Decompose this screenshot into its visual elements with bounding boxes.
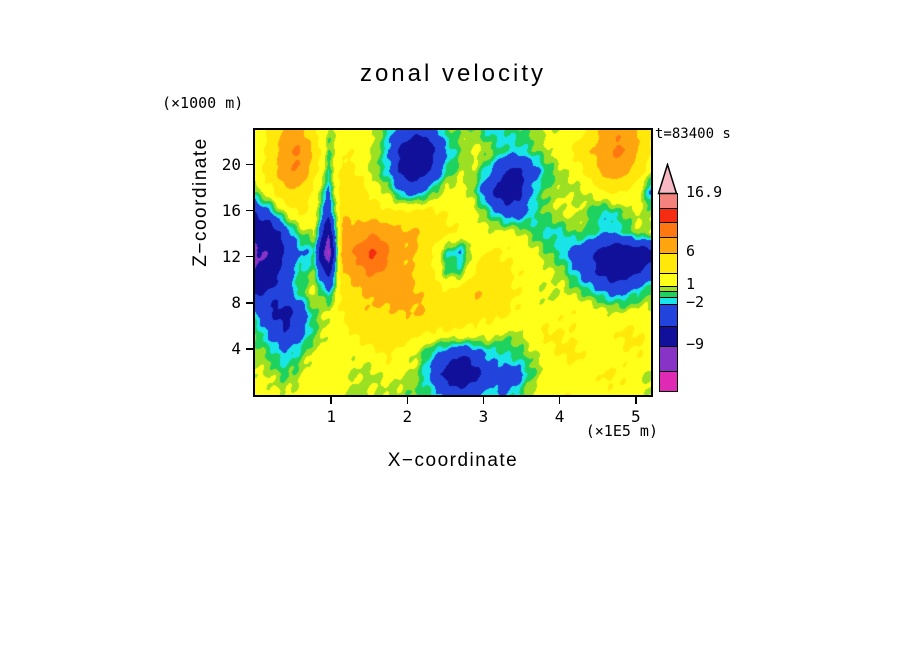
colorbar-segment <box>660 297 677 304</box>
y-tick-label: 8 <box>231 292 241 312</box>
colorbar-segment <box>660 272 677 286</box>
colorbar-label: −9 <box>686 335 705 354</box>
y-tick-mark <box>246 348 253 350</box>
y-axis-units-label: (×1000 m) <box>162 94 244 112</box>
y-tick-label: 20 <box>221 154 241 174</box>
colorbar <box>659 193 678 392</box>
colorbar-segment <box>660 285 677 292</box>
x-axis-title: X−coordinate <box>387 450 519 471</box>
x-tick-label: 1 <box>326 407 336 426</box>
colorbar-segment <box>660 237 677 254</box>
heatmap-canvas <box>255 130 651 395</box>
x-tick-mark <box>558 397 561 404</box>
colorbar-segment <box>660 371 677 391</box>
y-tick-mark <box>246 302 253 304</box>
colorbar-label: −2 <box>686 292 705 311</box>
x-tick-label: 4 <box>554 407 565 426</box>
y-tick-label: 4 <box>231 338 241 358</box>
x-tick-mark <box>406 397 409 404</box>
colorbar-segment <box>660 253 677 273</box>
x-tick-mark <box>330 397 332 404</box>
x-tick-mark <box>482 397 485 404</box>
plot-frame <box>253 128 653 397</box>
x-tick-mark <box>635 397 637 404</box>
x-axis-units-label: (×1E5 m) <box>585 422 658 440</box>
colorbar-segment <box>660 303 677 326</box>
y-tick-mark <box>246 209 253 212</box>
y-tick-label: 12 <box>221 246 241 266</box>
y-tick-mark <box>246 163 253 166</box>
colorbar-overflow-arrow-icon <box>657 163 678 195</box>
colorbar-label: 1 <box>686 274 696 293</box>
y-tick-mark <box>246 255 253 258</box>
colorbar-segment <box>660 207 677 222</box>
colorbar-segment <box>660 325 677 347</box>
colorbar-segment <box>660 291 677 298</box>
colorbar-segment <box>660 221 677 238</box>
time-annotation: t=83400 s <box>655 126 731 142</box>
x-tick-label: 3 <box>478 407 489 426</box>
colorbar-label: 16.9 <box>686 183 723 201</box>
x-tick-label: 5 <box>630 407 641 426</box>
x-tick-label: 2 <box>402 407 413 426</box>
y-tick-label: 16 <box>221 200 241 220</box>
colorbar-label: 6 <box>686 242 696 261</box>
colorbar-segment <box>660 194 677 208</box>
plot-title: zonal velocity <box>359 60 547 87</box>
colorbar-segment <box>660 346 677 372</box>
